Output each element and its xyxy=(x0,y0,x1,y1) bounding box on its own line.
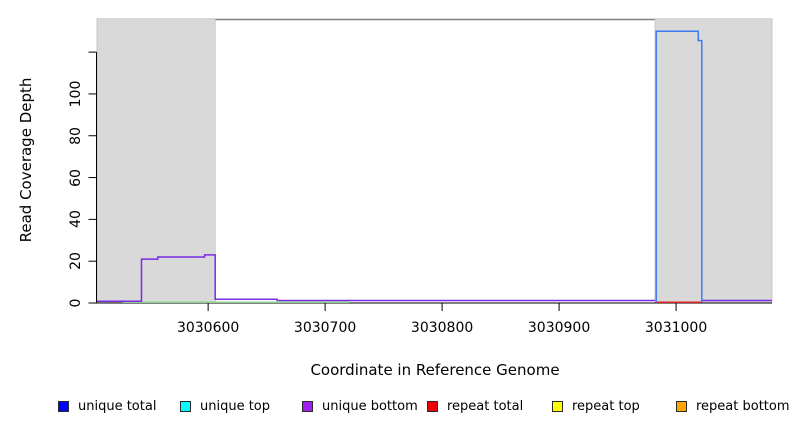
x-tick-label: 3030600 xyxy=(176,320,240,336)
x-tick-label: 3031000 xyxy=(644,320,708,336)
x-tick-label: 3030900 xyxy=(527,320,591,336)
y-tick-label: 40 xyxy=(68,210,84,229)
y-tick-label: 60 xyxy=(68,168,84,187)
x-axis-title: Coordinate in Reference Genome xyxy=(310,361,560,379)
y-tick-label: 20 xyxy=(68,252,84,271)
y-tick-label: 0 xyxy=(68,298,84,308)
y-axis-title: Read Coverage Depth xyxy=(17,77,35,243)
x-tick-label: 3030800 xyxy=(410,320,474,336)
y-tick-label: 100 xyxy=(68,80,84,108)
series-unique-total xyxy=(655,30,703,303)
left-gray-region xyxy=(96,18,216,304)
right-gray-region xyxy=(654,18,773,304)
series-unique-bottom xyxy=(97,254,655,303)
y-tick-label: 80 xyxy=(68,126,84,145)
x-tick-label: 3030700 xyxy=(293,320,357,336)
